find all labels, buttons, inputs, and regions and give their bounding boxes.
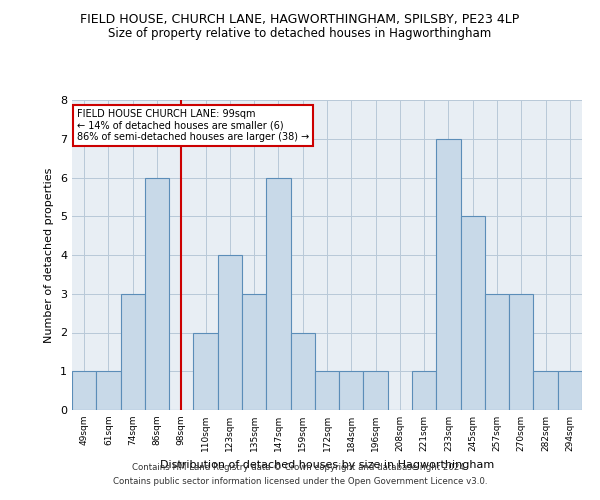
X-axis label: Distribution of detached houses by size in Hagworthingham: Distribution of detached houses by size … — [160, 460, 494, 469]
Bar — [461, 216, 485, 410]
Bar — [242, 294, 266, 410]
Text: Contains HM Land Registry data © Crown copyright and database right 2024.: Contains HM Land Registry data © Crown c… — [132, 464, 468, 472]
Bar — [533, 371, 558, 410]
Bar — [509, 294, 533, 410]
Bar — [145, 178, 169, 410]
Bar — [412, 371, 436, 410]
Bar — [315, 371, 339, 410]
Bar — [218, 255, 242, 410]
Text: FIELD HOUSE CHURCH LANE: 99sqm
← 14% of detached houses are smaller (6)
86% of s: FIELD HOUSE CHURCH LANE: 99sqm ← 14% of … — [77, 110, 310, 142]
Bar — [96, 371, 121, 410]
Bar — [485, 294, 509, 410]
Bar — [290, 332, 315, 410]
Bar — [558, 371, 582, 410]
Bar — [436, 138, 461, 410]
Bar — [121, 294, 145, 410]
Bar — [72, 371, 96, 410]
Text: Size of property relative to detached houses in Hagworthingham: Size of property relative to detached ho… — [109, 28, 491, 40]
Bar — [364, 371, 388, 410]
Bar — [193, 332, 218, 410]
Bar — [266, 178, 290, 410]
Y-axis label: Number of detached properties: Number of detached properties — [44, 168, 55, 342]
Text: FIELD HOUSE, CHURCH LANE, HAGWORTHINGHAM, SPILSBY, PE23 4LP: FIELD HOUSE, CHURCH LANE, HAGWORTHINGHAM… — [80, 12, 520, 26]
Bar — [339, 371, 364, 410]
Text: Contains public sector information licensed under the Open Government Licence v3: Contains public sector information licen… — [113, 477, 487, 486]
